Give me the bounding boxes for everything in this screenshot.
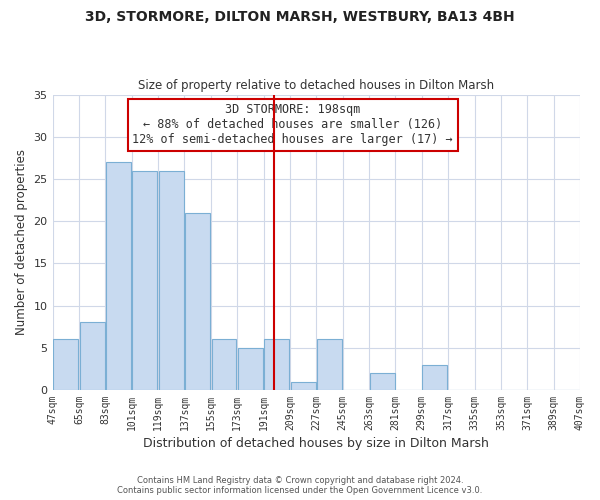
- Text: 3D STORMORE: 198sqm
← 88% of detached houses are smaller (126)
12% of semi-detac: 3D STORMORE: 198sqm ← 88% of detached ho…: [132, 104, 453, 146]
- Title: Size of property relative to detached houses in Dilton Marsh: Size of property relative to detached ho…: [138, 79, 494, 92]
- Y-axis label: Number of detached properties: Number of detached properties: [15, 149, 28, 335]
- Bar: [133, 170, 157, 390]
- Bar: [317, 340, 342, 390]
- Bar: [106, 162, 131, 390]
- Bar: [370, 373, 395, 390]
- Text: 3D, STORMORE, DILTON MARSH, WESTBURY, BA13 4BH: 3D, STORMORE, DILTON MARSH, WESTBURY, BA…: [85, 10, 515, 24]
- X-axis label: Distribution of detached houses by size in Dilton Marsh: Distribution of detached houses by size …: [143, 437, 489, 450]
- Bar: [53, 340, 78, 390]
- Bar: [159, 170, 184, 390]
- Text: Contains HM Land Registry data © Crown copyright and database right 2024.
Contai: Contains HM Land Registry data © Crown c…: [118, 476, 482, 495]
- Bar: [80, 322, 104, 390]
- Bar: [422, 364, 448, 390]
- Bar: [238, 348, 263, 390]
- Bar: [290, 382, 316, 390]
- Bar: [264, 340, 289, 390]
- Bar: [185, 212, 210, 390]
- Bar: [212, 340, 236, 390]
